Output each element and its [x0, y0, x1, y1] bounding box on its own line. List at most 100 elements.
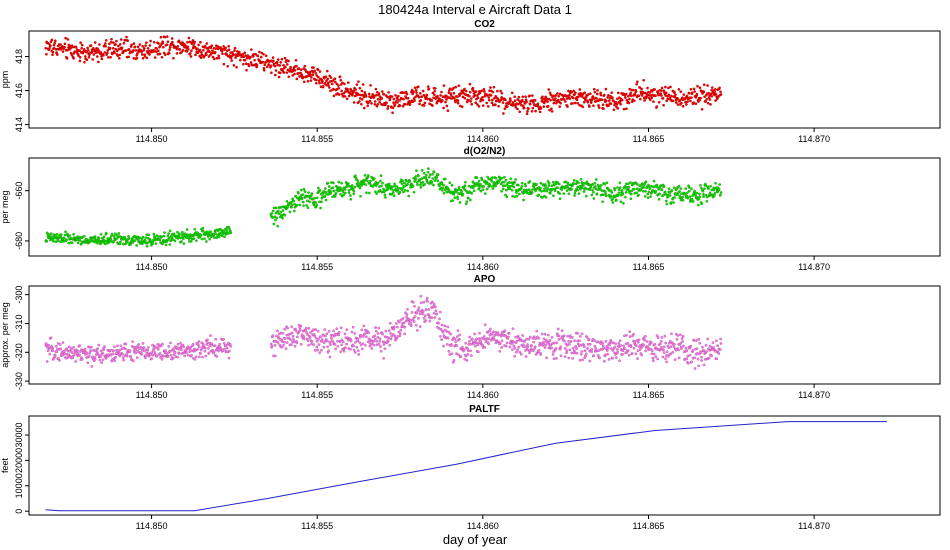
data-point [292, 199, 296, 203]
data-point [494, 330, 497, 334]
data-point [456, 329, 460, 333]
data-point [340, 343, 343, 347]
data-point [315, 196, 319, 200]
data-point [719, 193, 722, 197]
data-point [378, 100, 381, 104]
data-point [659, 339, 663, 343]
data-point [95, 55, 99, 58]
data-point [214, 337, 218, 341]
data-point [592, 197, 596, 200]
data-point [587, 337, 591, 341]
data-point [526, 109, 529, 113]
data-point [318, 70, 322, 73]
data-point [308, 196, 312, 200]
data-point [342, 91, 346, 95]
data-point [430, 180, 434, 184]
data-point [715, 339, 718, 343]
data-point [98, 358, 102, 362]
data-point [616, 350, 619, 354]
data-point [503, 184, 507, 188]
data-point [187, 36, 191, 40]
data-point [543, 332, 547, 336]
data-point [552, 357, 556, 361]
data-point [440, 189, 444, 192]
data-point [700, 202, 704, 206]
data-point [440, 323, 444, 327]
data-point [537, 193, 541, 197]
data-point [622, 201, 625, 205]
data-point [135, 56, 139, 60]
data-point [333, 342, 337, 346]
data-point [362, 106, 366, 110]
data-point [714, 92, 718, 96]
data-point [329, 76, 333, 79]
data-point [406, 307, 409, 311]
data-point [672, 186, 676, 190]
data-point [588, 342, 592, 346]
data-point [48, 352, 52, 356]
data-point [424, 173, 428, 177]
data-point [468, 340, 471, 343]
data-point [122, 41, 126, 45]
data-point [343, 95, 347, 98]
data-point [310, 192, 314, 195]
data-point [173, 351, 177, 354]
data-point [120, 46, 124, 50]
data-point [684, 346, 688, 350]
data-point [531, 106, 535, 110]
data-point [386, 339, 390, 343]
data-point [473, 94, 477, 97]
data-point [599, 93, 603, 97]
data-point [677, 348, 680, 352]
data-point [628, 330, 632, 334]
data-point [607, 358, 611, 361]
x-tick-label: 114.860 [467, 262, 499, 272]
data-point [615, 356, 618, 359]
data-point [430, 316, 434, 320]
data-point [532, 340, 536, 344]
data-point [143, 54, 147, 58]
data-point [202, 48, 205, 52]
data-point [291, 334, 295, 338]
data-point [463, 87, 466, 91]
data-point [311, 73, 315, 77]
data-point [186, 353, 190, 357]
data-point [422, 316, 426, 320]
data-point [542, 105, 546, 108]
data-point [221, 52, 224, 56]
data-point [441, 330, 445, 334]
data-point [326, 181, 330, 185]
data-point [630, 352, 634, 355]
data-point [104, 231, 108, 235]
data-point [632, 346, 636, 350]
data-point [642, 78, 646, 82]
data-point [635, 82, 639, 86]
data-point [180, 50, 183, 54]
data-point [349, 194, 352, 197]
data-point [411, 184, 415, 188]
data-point [515, 339, 519, 343]
data-point [304, 326, 308, 330]
data-point [90, 345, 93, 349]
data-point [273, 343, 277, 347]
data-point [441, 99, 444, 102]
data-point [503, 329, 507, 333]
data-point [204, 354, 208, 358]
data-point [308, 200, 311, 204]
data-point [323, 81, 327, 85]
data-point [375, 339, 379, 343]
data-point [326, 345, 329, 348]
data-point [96, 347, 100, 351]
data-point [80, 358, 84, 361]
data-point [458, 337, 461, 341]
data-point [413, 180, 416, 183]
data-point [604, 340, 608, 343]
data-point [687, 91, 691, 95]
data-point [194, 355, 198, 359]
data-point [67, 345, 71, 349]
data-point [558, 192, 562, 195]
data-point [189, 240, 193, 243]
figure-title: 180424a Interval e Aircraft Data 1 [378, 2, 572, 17]
data-point [626, 341, 630, 345]
